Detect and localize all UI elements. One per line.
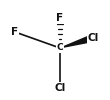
Text: Cl: Cl: [54, 83, 66, 93]
Text: Cl: Cl: [87, 33, 99, 43]
Text: C: C: [57, 44, 63, 52]
Polygon shape: [62, 36, 91, 47]
Text: F: F: [56, 13, 64, 23]
Text: F: F: [11, 27, 19, 37]
